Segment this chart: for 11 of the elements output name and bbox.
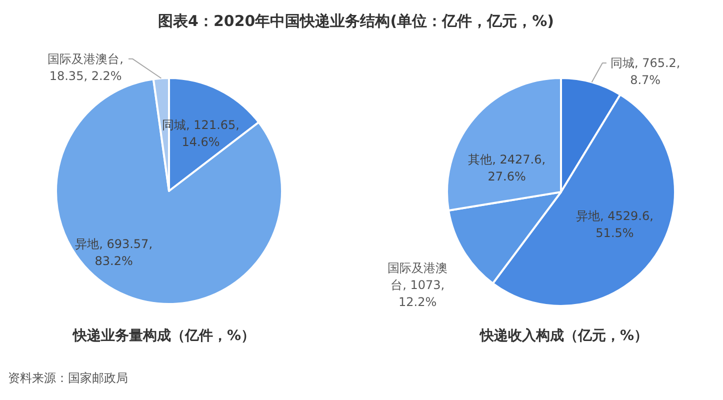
- text: 图表4：2020年中国快递业务结构(单位：亿件，亿元，%): [158, 12, 554, 30]
- text: 快递业务量构成（亿件，%）: [72, 327, 256, 344]
- slice-label: 异地, 693.57, 83.2%: [75, 236, 153, 268]
- slice-label: 异地, 4529.6, 51.5%: [576, 208, 654, 240]
- text: 快递收入构成（亿元，%）: [478, 327, 648, 344]
- text: 资料来源：国家邮政局: [8, 371, 128, 385]
- slice-label: 国际及港澳台, 18.35, 2.2%: [48, 52, 124, 83]
- slice-label: 同城, 765.2, 8.7%: [610, 56, 680, 88]
- slice-label: 国际及港澳台, 1073, 12.2%: [388, 261, 448, 310]
- slice-label: 其他, 2427.6, 27.6%: [468, 152, 546, 184]
- slice-label: 同城, 121.65, 14.6%: [162, 118, 240, 150]
